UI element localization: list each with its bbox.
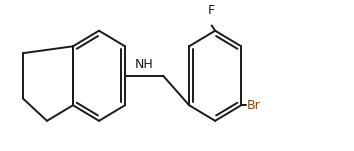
Text: F: F [208, 4, 215, 17]
Text: NH: NH [135, 58, 153, 71]
Text: Br: Br [246, 99, 260, 112]
